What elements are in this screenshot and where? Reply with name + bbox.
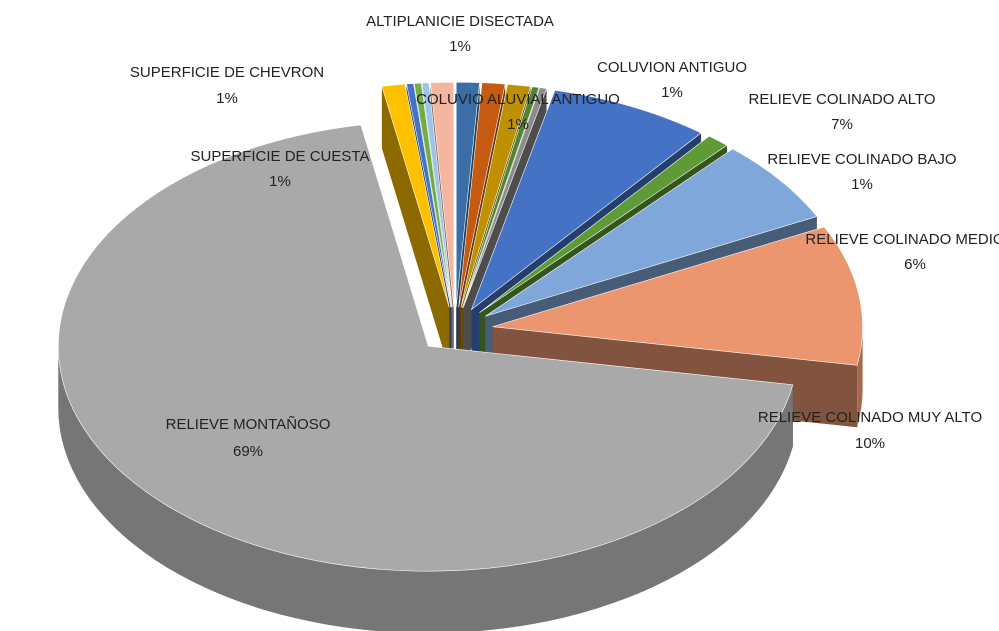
slice-value: 10% (855, 435, 885, 452)
slice-top (421, 82, 453, 308)
slice-wall (58, 346, 793, 631)
slice-value: 1% (216, 90, 238, 107)
slice-top (458, 82, 506, 308)
slice-value: 1% (661, 84, 683, 101)
slice-value: 7% (831, 116, 853, 133)
slice-top (470, 89, 702, 311)
slice-label: COLUVIO ALUVIAL ANTIGUO (416, 91, 620, 108)
slice-top (460, 83, 532, 308)
slice-top (381, 83, 450, 308)
slice (381, 83, 450, 370)
slice-label: RELIEVE COLINADO BAJO (767, 151, 956, 168)
slice-wall (857, 326, 863, 428)
slice-label: ALTIPLANICIE DISECTADA (366, 13, 554, 30)
slice-label: RELIEVE COLINADO MUY ALTO (758, 409, 982, 426)
slice-value: 1% (449, 38, 471, 55)
slice-label: SUPERFICIE DE CHEVRON (130, 64, 324, 81)
slice-top (406, 83, 452, 308)
slice (57, 124, 794, 631)
slice-value: 1% (507, 116, 529, 133)
slice-label: RELIEVE MONTAÑOSO (166, 416, 331, 433)
slice-top (455, 81, 480, 308)
slice-top (462, 87, 548, 308)
slice-value: 1% (851, 176, 873, 193)
slice-side (381, 86, 450, 370)
slice-top (462, 86, 540, 308)
slice-label: SUPERFICIE DE CUESTA (191, 148, 370, 165)
slice-top (485, 148, 818, 317)
slice-top (479, 135, 728, 313)
slice-value: 1% (269, 173, 291, 190)
slice-label: RELIEVE COLINADO MEDIO (805, 231, 999, 248)
slice-top (492, 226, 863, 366)
slice-top (413, 82, 452, 308)
slice-label: RELIEVE COLINADO ALTO (748, 91, 935, 108)
slice-top (57, 124, 794, 572)
slice-value: 69% (233, 443, 263, 460)
slice-top (430, 81, 455, 308)
slice-value: 6% (904, 256, 926, 273)
slice-label: COLUVION ANTIGUO (597, 59, 747, 76)
